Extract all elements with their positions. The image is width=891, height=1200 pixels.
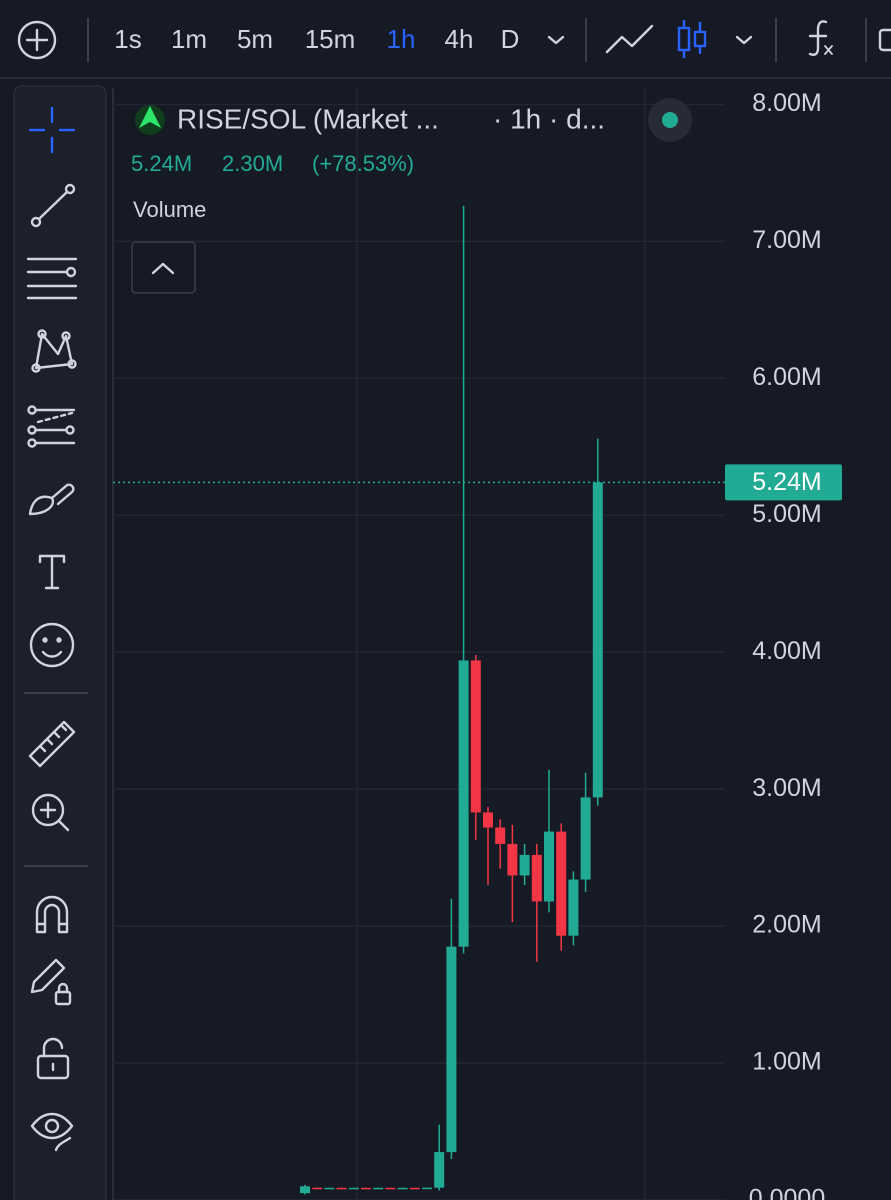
candle-body [495, 827, 506, 844]
prediction-tool[interactable] [27, 405, 76, 448]
candle-chart-button[interactable] [677, 20, 707, 58]
y-tick-label: 8.00M [752, 89, 821, 117]
interval-button[interactable]: 4h [445, 24, 474, 54]
collapse-button[interactable] [131, 241, 196, 294]
more-button[interactable] [878, 28, 891, 52]
text-tool[interactable] [38, 554, 66, 590]
line-chart-button[interactable] [605, 24, 654, 54]
y-tick-label: 7.00M [752, 226, 821, 254]
y-tick-label: 1.00M [752, 1048, 821, 1076]
interval-button[interactable]: 5m [237, 24, 273, 54]
indicators-button[interactable] [808, 20, 833, 56]
symbol-icon [135, 105, 165, 135]
interval-dropdown[interactable] [547, 35, 565, 45]
y-tick-label: 3.00M [752, 774, 821, 802]
lock-tool[interactable] [36, 1037, 70, 1080]
last-price-badge [725, 464, 842, 501]
candle-body [507, 843, 518, 876]
candle-body [385, 1187, 396, 1190]
plot-area [113, 88, 725, 1200]
indicator-name: Volume [133, 197, 206, 222]
add-symbol-button[interactable] [17, 20, 57, 60]
emoji-tool[interactable] [29, 622, 75, 668]
last-value: 5.24M [131, 151, 192, 176]
pattern-tool[interactable] [31, 329, 77, 373]
candle-body [348, 1187, 359, 1190]
candle-body [422, 1187, 432, 1190]
candle-body [336, 1187, 347, 1190]
trend-line-tool[interactable] [30, 183, 76, 228]
collapse-chevron [151, 262, 175, 275]
magnet-tool[interactable] [35, 895, 69, 934]
crosshair-tool[interactable] [28, 106, 76, 154]
candle-body [483, 812, 493, 828]
candle-body [409, 1187, 420, 1190]
candle-body [361, 1187, 371, 1190]
candle-body [312, 1187, 323, 1190]
y-tick-label: 5.00M [752, 500, 821, 528]
candle-body [580, 797, 591, 880]
y-tick-label: 0.0000 [749, 1185, 825, 1200]
candle-body [373, 1187, 384, 1190]
change-percent: (+78.53%) [312, 151, 414, 176]
ruler-tool[interactable] [28, 720, 76, 768]
candle-body [531, 854, 542, 902]
visibility-tool[interactable] [30, 1112, 74, 1152]
last-price-label: 5.24M [752, 468, 821, 496]
candle-body [470, 660, 481, 813]
candle-body [519, 854, 530, 876]
candle-body [324, 1187, 335, 1190]
y-tick-label: 2.00M [752, 911, 821, 939]
interval-button[interactable]: 1s [114, 24, 141, 54]
candle-body [397, 1187, 408, 1190]
zoom-tool[interactable] [31, 793, 70, 832]
candle-body [544, 831, 554, 902]
drawing-toolbar [13, 85, 107, 1200]
candle-body [458, 660, 469, 947]
brush-tool[interactable] [28, 483, 75, 516]
candle-body [568, 879, 579, 936]
interval-info: · 1h · d... [493, 103, 605, 134]
interval-group: 1s 1m 5m 15m 1h 4h D [114, 24, 519, 54]
interval-button[interactable]: D [501, 24, 520, 54]
candle-body [446, 946, 457, 1153]
interval-button[interactable]: 1h [387, 24, 416, 54]
change-value: 2.30M [222, 151, 283, 176]
y-tick-label: 6.00M [752, 363, 821, 391]
interval-button[interactable]: 1m [171, 24, 207, 54]
lock-drawings-tool[interactable] [30, 958, 72, 1006]
chart-type-dropdown[interactable] [735, 35, 753, 45]
y-tick-label: 4.00M [752, 637, 821, 665]
chart-pane: 0.0000 1.00M 2.00M 3.00M 4.00M 5.00M 6.00M 7.00… [112, 88, 842, 1200]
top-toolbar [0, 0, 891, 78]
candle-body [592, 482, 603, 798]
candle-body [434, 1152, 445, 1188]
interval-button[interactable]: 15m [305, 24, 356, 54]
candle-body [556, 831, 567, 936]
symbol-name[interactable]: RISE/SOL (Market ... [177, 103, 439, 134]
candle-body [300, 1186, 310, 1194]
status-dot [662, 112, 678, 128]
fib-tool[interactable] [26, 257, 78, 300]
